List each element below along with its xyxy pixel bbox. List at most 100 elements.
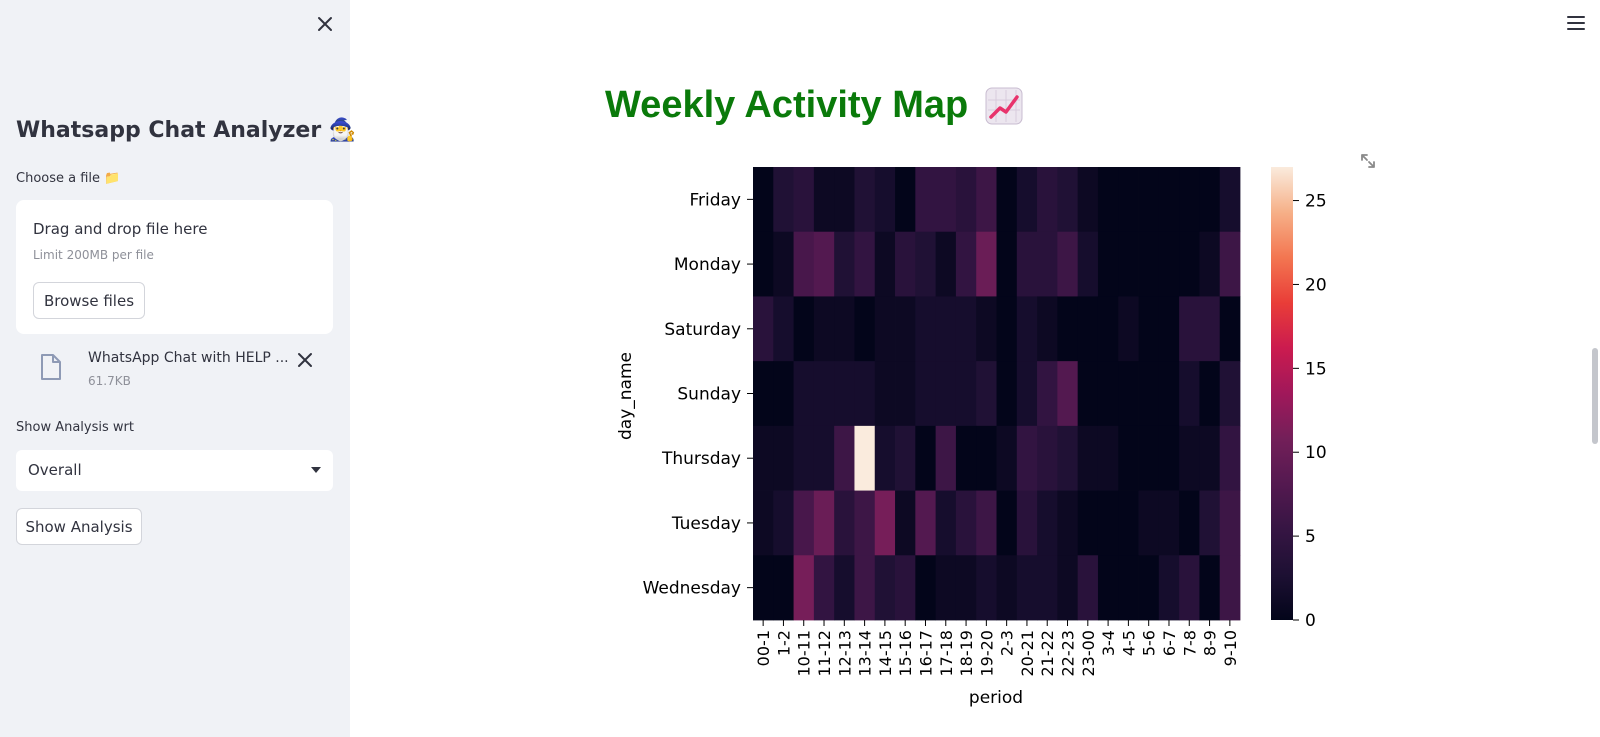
heatmap-cell xyxy=(1199,425,1221,491)
heatmap-cell xyxy=(895,425,916,491)
heatmap-cell xyxy=(976,296,997,362)
y-tick-label: Thursday xyxy=(661,449,741,469)
heatmap-cell xyxy=(1219,490,1241,556)
heatmap-cell xyxy=(813,425,835,491)
heatmap-cell xyxy=(915,361,937,427)
heatmap-cell xyxy=(1199,167,1221,233)
heatmap-cell xyxy=(1138,361,1160,427)
heatmap-cell xyxy=(1179,361,1200,427)
x-tick-label: 22-23 xyxy=(1059,630,1078,677)
x-tick-label: 00-1 xyxy=(754,630,773,666)
y-tick-label: Wednesday xyxy=(643,579,741,599)
heatmap-cell xyxy=(1158,555,1180,621)
x-tick-label: 2-3 xyxy=(998,630,1017,656)
heatmap-cell xyxy=(1016,231,1038,297)
browse-files-button[interactable]: Browse files xyxy=(33,282,145,319)
heatmap-cell xyxy=(1016,296,1038,362)
heatmap-cell xyxy=(976,361,997,427)
heatmap-cell xyxy=(854,296,876,362)
chevron-down-icon xyxy=(311,467,321,473)
uploaded-file-name: WhatsApp Chat with HELP ... xyxy=(88,350,289,366)
heatmap-cell xyxy=(1138,167,1160,233)
sidebar-title: Whatsapp Chat Analyzer 🧙‍♂️ xyxy=(16,118,357,143)
x-tick-label: 20-21 xyxy=(1018,630,1037,677)
heatmap-cell xyxy=(1118,296,1139,362)
heatmap-cell xyxy=(773,167,794,233)
heatmap-cell xyxy=(1077,425,1099,491)
heatmap-cell xyxy=(1016,167,1038,233)
heatmap-cell xyxy=(793,490,815,556)
remove-file-icon[interactable] xyxy=(295,350,315,370)
heatmap-cell xyxy=(915,296,937,362)
analysis-select[interactable]: Overall xyxy=(16,450,333,491)
heatmap-cell xyxy=(1179,167,1200,233)
heatmap-cell xyxy=(915,425,937,491)
heatmap-cell xyxy=(854,490,876,556)
y-axis-label: day_name xyxy=(616,352,636,440)
heatmap-cell xyxy=(1057,490,1079,556)
heatmap-cell xyxy=(753,425,774,491)
heatmap-cell xyxy=(1219,555,1241,621)
heatmap-cell xyxy=(1037,231,1058,297)
analysis-select-value: Overall xyxy=(28,461,82,479)
close-sidebar-icon[interactable] xyxy=(314,13,336,35)
colorbar-tick-label: 0 xyxy=(1305,611,1316,631)
file-uploader-dropzone[interactable]: Drag and drop file here Limit 200MB per … xyxy=(16,200,333,334)
heatmap-cell xyxy=(895,296,916,362)
heatmap-cell xyxy=(834,555,855,621)
heatmap-cell xyxy=(1037,361,1058,427)
x-tick-label: 17-18 xyxy=(937,630,956,677)
heatmap-cell xyxy=(834,167,855,233)
y-tick-label: Sunday xyxy=(677,385,741,405)
heatmap-cell xyxy=(854,425,876,491)
heatmap-cell xyxy=(1016,425,1038,491)
heatmap-cell xyxy=(1037,555,1058,621)
heatmap-cell xyxy=(834,490,855,556)
heatmap-cell xyxy=(1199,231,1221,297)
heatmap-cell xyxy=(976,425,997,491)
heatmap-cell xyxy=(996,167,1018,233)
heatmap-cell xyxy=(1057,425,1079,491)
heatmap-cell xyxy=(1057,231,1079,297)
heatmap-cell xyxy=(1138,555,1160,621)
heatmap-cell xyxy=(813,361,835,427)
heatmap-cell xyxy=(1199,490,1221,556)
heatmap-cell xyxy=(874,296,896,362)
heatmap-cell xyxy=(955,555,977,621)
show-analysis-button[interactable]: Show Analysis xyxy=(16,508,142,545)
heatmap-cell xyxy=(996,425,1018,491)
heatmap-cell xyxy=(854,167,876,233)
heatmap-cell xyxy=(996,361,1018,427)
heatmap-cell xyxy=(1118,167,1139,233)
file-icon xyxy=(41,354,61,380)
heatmap-cell xyxy=(1016,555,1038,621)
heatmap-cell xyxy=(1158,296,1180,362)
heatmap-cell xyxy=(915,555,937,621)
weekly-activity-heatmap: Friday Monday Saturday Sunday Thursday Tuesda… xyxy=(616,167,1327,708)
heatmap-cell xyxy=(1179,231,1200,297)
x-tick-label: 23-00 xyxy=(1079,630,1098,677)
x-tick-label: 18-19 xyxy=(957,630,976,677)
heatmap-cell xyxy=(996,296,1018,362)
heatmap-cell xyxy=(1118,231,1139,297)
heatmap-cell xyxy=(1077,555,1099,621)
heatmap-cell xyxy=(854,555,876,621)
x-tick-label: 1-2 xyxy=(774,630,793,656)
heatmap-cell xyxy=(834,296,855,362)
x-tick-label: 19-20 xyxy=(977,630,996,677)
colorbar-tick-label: 10 xyxy=(1305,443,1327,463)
heatmap-cell xyxy=(1179,555,1200,621)
hamburger-menu-icon[interactable] xyxy=(1566,14,1586,32)
heatmap-cell xyxy=(813,555,835,621)
fullscreen-expand-icon[interactable] xyxy=(1359,152,1377,170)
heatmap-cell xyxy=(976,167,997,233)
upload-limit-text: Limit 200MB per file xyxy=(33,248,154,262)
heatmap-cell xyxy=(1057,361,1079,427)
heatmap-cell xyxy=(813,167,835,233)
heatmap-cell xyxy=(1179,296,1200,362)
heatmap-cell xyxy=(1118,490,1139,556)
heatmap-cell xyxy=(773,490,794,556)
heatmap-cell xyxy=(1158,231,1180,297)
scrollbar-thumb[interactable] xyxy=(1592,348,1598,444)
